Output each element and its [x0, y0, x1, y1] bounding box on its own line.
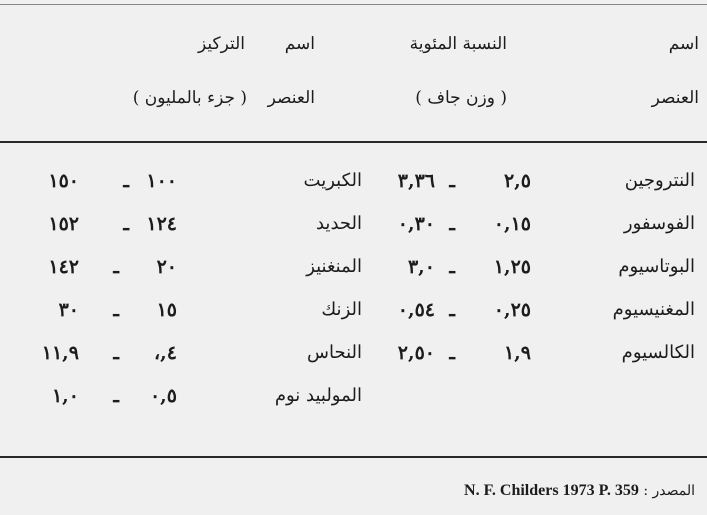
range-dash: ـ [449, 342, 455, 364]
range-dash: ـ [123, 213, 129, 235]
element-name: النتروجين [624, 170, 695, 191]
range-dash: ـ [113, 385, 119, 407]
top-rule [0, 4, 707, 5]
header-percentage: النسبة المئوية [409, 34, 507, 54]
range-dash: ـ [449, 213, 455, 235]
range-dash: ـ [113, 256, 119, 278]
range-dash: ـ [449, 256, 455, 278]
percentage-high: ٢,٥٠ [397, 342, 435, 364]
percentage-low: ٠,٢٥ [493, 299, 531, 321]
percentage-low: ١,٢٥ [493, 256, 531, 278]
range-dash: ـ [449, 299, 455, 321]
element-name: الكالسيوم [621, 342, 695, 363]
header-dry-weight: ( وزن جاف ) [415, 88, 507, 108]
header-rule [0, 141, 707, 143]
percentage-low: ١,٩ [503, 342, 531, 364]
bottom-rule [0, 456, 707, 458]
element-name: الكبريت [303, 170, 362, 191]
header-ppm: ( جزء بالمليون ) [132, 88, 247, 108]
range-dash: ـ [449, 170, 455, 192]
element-name: الزنك [321, 299, 362, 320]
header-concentration: التركيز [197, 34, 245, 54]
source-citation: N. F. Childers 1973 P. 359 [464, 482, 639, 499]
concentration-high: ١٤٢ [48, 256, 79, 278]
concentration-high: ٣٠ [58, 299, 79, 321]
concentration-high: ١٥٢ [48, 213, 79, 235]
percentage-high: ٣,٣٦ [397, 170, 435, 192]
concentration-low: ٢٠ [156, 256, 177, 278]
header-element-name-2b: العنصر [267, 88, 315, 108]
concentration-high: ١١,٩ [41, 342, 79, 364]
concentration-low: ١٢٤ [146, 213, 177, 235]
concentration-low: ٤,، [154, 342, 177, 364]
range-dash: ـ [113, 299, 119, 321]
header-element-name-2a: اسم [284, 34, 315, 54]
concentration-high: ١,٠ [51, 385, 79, 407]
element-name: المنغنيز [306, 256, 362, 277]
element-name: النحاس [307, 342, 362, 363]
range-dash: ـ [123, 170, 129, 192]
source-label: المصدر : [643, 483, 695, 499]
percentage-low: ٠,١٥ [493, 213, 531, 235]
concentration-low: ١٠٠ [146, 170, 177, 192]
percentage-high: ٠,٣٠ [397, 213, 435, 235]
concentration-low: ٠,٥ [149, 385, 177, 407]
element-name: المولبيد نوم [274, 385, 362, 406]
element-name: المغنيسيوم [612, 299, 695, 320]
element-name: البوتاسيوم [618, 256, 695, 277]
header-element-name-1a: اسم [668, 34, 699, 54]
percentage-low: ٢,٥ [503, 170, 531, 192]
concentration-low: ١٥ [156, 299, 177, 321]
header-element-name-1b: العنصر [651, 88, 699, 108]
concentration-high: ١٥٠ [48, 170, 79, 192]
element-name: الحديد [315, 213, 362, 234]
percentage-high: ٠,٥٤ [397, 299, 435, 321]
source-line: N. F. Childers 1973 P. 359 المصدر : [464, 482, 695, 500]
element-name: الفوسفور [623, 213, 695, 234]
percentage-high: ٣,٠ [407, 256, 435, 278]
range-dash: ـ [113, 342, 119, 364]
